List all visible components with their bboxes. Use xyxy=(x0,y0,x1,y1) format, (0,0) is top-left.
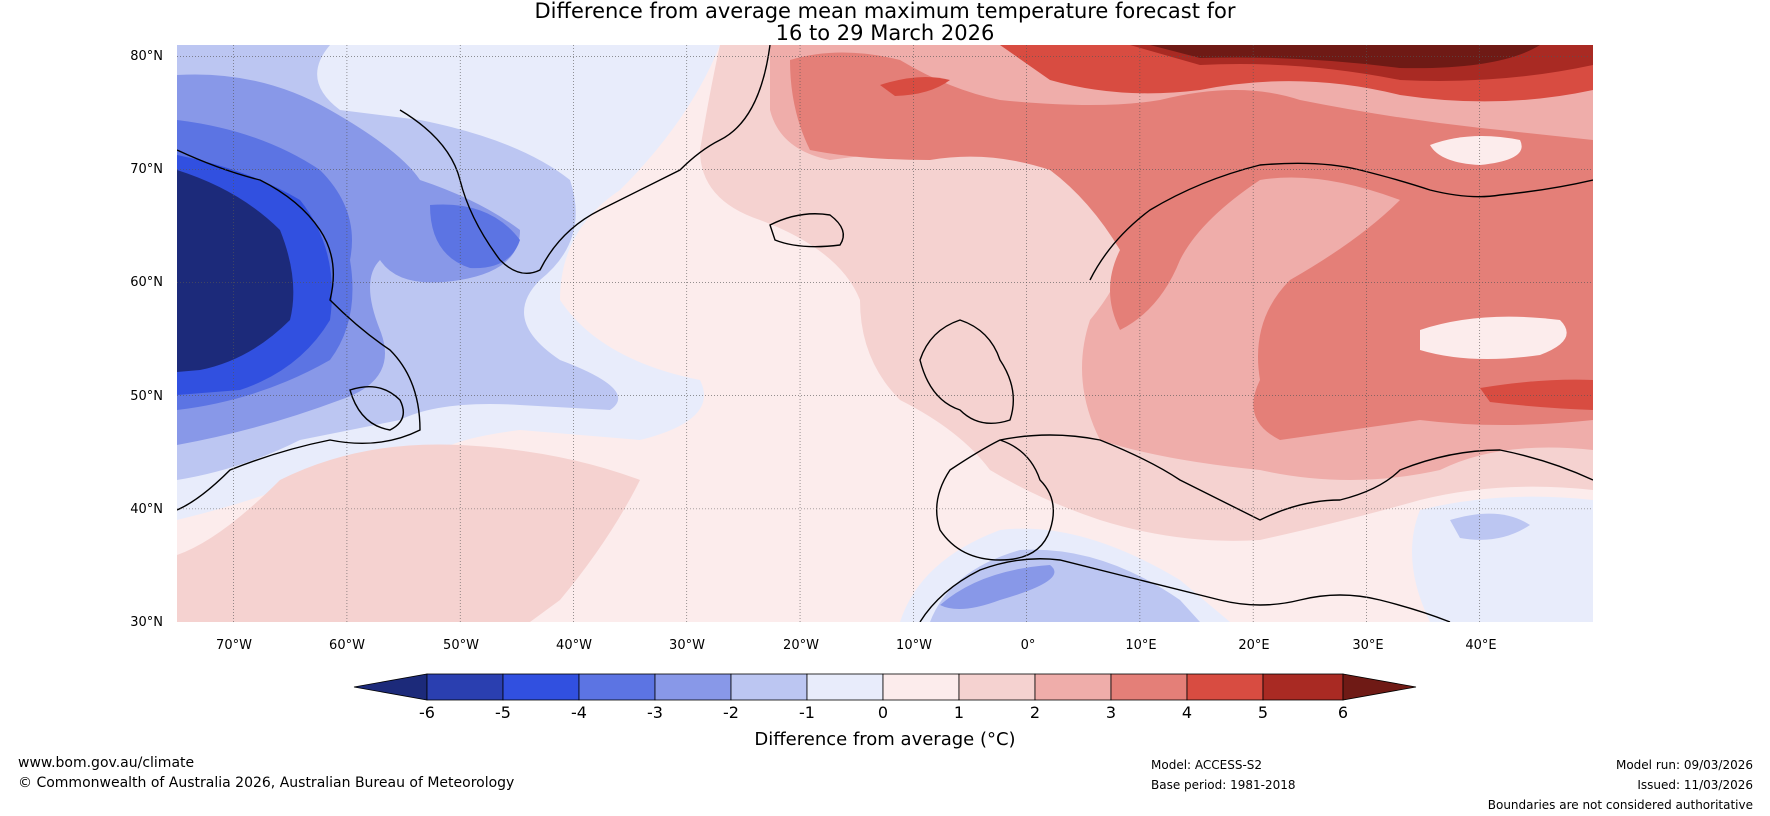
lon-label: 30°W xyxy=(669,638,705,653)
colorbar-swatch xyxy=(1262,673,1344,701)
chart-title-line-2: 16 to 29 March 2026 xyxy=(775,21,995,45)
coastline-north-africa xyxy=(919,558,1451,622)
colorbar: -6 -5 -4 -3 -2 -1 0 1 2 3 4 5 6 xyxy=(353,673,1417,722)
coastlines xyxy=(177,45,1593,622)
colorbar-swatch xyxy=(806,673,884,701)
colorbar-swatch xyxy=(502,673,580,701)
anomaly-region-mideast-minus-2 xyxy=(1450,513,1530,540)
lon-label: 0° xyxy=(1021,638,1036,653)
lat-label: 70°N xyxy=(130,162,163,177)
colorbar-tick-label: 3 xyxy=(1106,703,1116,722)
colorbar-swatch xyxy=(578,673,656,701)
colorbar-swatch xyxy=(1186,673,1264,701)
colorbar-swatch xyxy=(1034,673,1112,701)
lon-label: 60°W xyxy=(329,638,365,653)
colorbar-tick-label: 4 xyxy=(1182,703,1192,722)
lon-label: 40°W xyxy=(556,638,592,653)
colorbar-tick-label: -1 xyxy=(799,703,815,722)
gridlines xyxy=(177,45,1593,622)
colorbar-extend-high xyxy=(1342,673,1417,701)
colorbar-swatch xyxy=(426,673,504,701)
footer-base-period: Base period: 1981-2018 xyxy=(1151,778,1296,792)
coastline-greenland xyxy=(399,45,771,274)
lon-label: 20°E xyxy=(1238,638,1269,653)
colorbar-swatch xyxy=(730,673,808,701)
anomaly-region-plus-1-north xyxy=(1430,136,1522,165)
footer-disclaimer: Boundaries are not considered authoritat… xyxy=(1487,798,1753,812)
anomaly-region-plus-4-east xyxy=(1480,379,1593,410)
anomaly-region-minus-6 xyxy=(177,170,294,372)
lat-label: 40°N xyxy=(130,502,163,517)
colorbar-swatch xyxy=(958,673,1036,701)
anomaly-region-minus-4b xyxy=(430,204,520,269)
lon-label: 20°W xyxy=(783,638,819,653)
lon-label: 30°E xyxy=(1352,638,1383,653)
anomaly-region-plus-4-arctic xyxy=(880,76,950,96)
latitude-axis: 80°N 70°N 60°N 50°N 40°N 30°N xyxy=(130,49,163,630)
colorbar-swatch xyxy=(1110,673,1188,701)
footer-model: Model: ACCESS-S2 xyxy=(1151,758,1263,772)
footer-issued: Issued: 11/03/2026 xyxy=(1637,778,1753,792)
colorbar-label: Difference from average (°C) xyxy=(754,729,1016,750)
longitude-axis: 70°W 60°W 50°W 40°W 30°W 20°W 10°W 0° 10… xyxy=(216,638,1497,653)
colorbar-swatch xyxy=(654,673,732,701)
coastline-canada xyxy=(177,149,421,511)
lat-label: 80°N xyxy=(130,49,163,64)
anomaly-region-plus-1-sw xyxy=(177,444,640,622)
colorbar-tick-label: -5 xyxy=(495,703,511,722)
anomaly-region-plus-1-east xyxy=(1420,316,1567,359)
lat-label: 60°N xyxy=(130,275,163,290)
colorbar-tick-label: 1 xyxy=(954,703,964,722)
colorbar-tick-label: 5 xyxy=(1258,703,1268,722)
colorbar-tick-label: -2 xyxy=(723,703,739,722)
lon-label: 10°W xyxy=(896,638,932,653)
coastline-europe xyxy=(935,434,1593,561)
footer-copyright: © Commonwealth of Australia 2026, Austra… xyxy=(18,775,515,791)
lat-label: 50°N xyxy=(130,389,163,404)
coastline-iceland xyxy=(769,213,844,248)
colorbar-extend-low xyxy=(353,673,428,701)
anomaly-region-africa-minus-2 xyxy=(930,549,1200,622)
coastline-british-isles xyxy=(919,319,1015,424)
colorbar-tick-label: 0 xyxy=(878,703,888,722)
anomaly-region-africa-minus-3 xyxy=(940,565,1055,609)
colorbar-tick-label: -6 xyxy=(419,703,435,722)
anomaly-field xyxy=(177,45,1593,622)
lon-label: 40°E xyxy=(1465,638,1496,653)
lon-label: 70°W xyxy=(216,638,252,653)
anomaly-region-plus-3 xyxy=(790,52,1593,440)
lat-label: 30°N xyxy=(130,615,163,630)
coastline-newfoundland xyxy=(349,386,404,431)
coastline-scandinavia xyxy=(1089,162,1593,281)
footer-url: www.bom.gov.au/climate xyxy=(18,755,195,771)
colorbar-tick-label: -4 xyxy=(571,703,587,722)
lon-label: 50°W xyxy=(443,638,479,653)
colorbar-swatch xyxy=(882,673,960,701)
lon-label: 10°E xyxy=(1125,638,1156,653)
chart-title-line-1: Difference from average mean maximum tem… xyxy=(534,0,1236,23)
colorbar-tick-label: -3 xyxy=(647,703,663,722)
footer-model-run: Model run: 09/03/2026 xyxy=(1615,758,1753,772)
colorbar-tick-label: 2 xyxy=(1030,703,1040,722)
colorbar-tick-label: 6 xyxy=(1338,703,1348,722)
